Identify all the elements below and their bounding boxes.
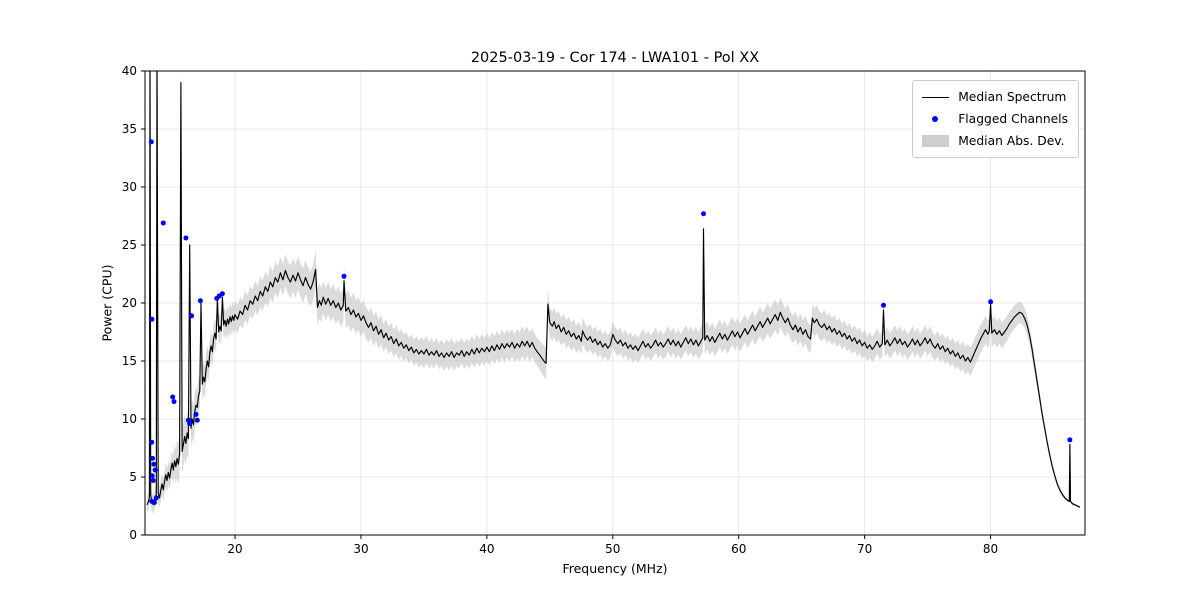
legend: Median Spectrum Flagged Channels Median … <box>912 80 1079 158</box>
flagged-channel-point <box>151 461 157 467</box>
y-tick-label: 10 <box>122 412 137 426</box>
legend-label: Flagged Channels <box>958 112 1068 126</box>
y-tick-label: 30 <box>122 180 137 194</box>
legend-entry-median-spectrum: Median Spectrum <box>921 86 1068 108</box>
flagged-channel-point <box>148 139 154 145</box>
flagged-channel-point <box>160 220 166 226</box>
x-tick-label: 70 <box>857 542 872 556</box>
legend-label: Median Abs. Dev. <box>958 134 1065 148</box>
y-tick-label: 20 <box>122 296 137 310</box>
flagged-channel-point <box>153 495 159 501</box>
flagged-channel-point <box>152 467 158 473</box>
flagged-channel-point <box>341 273 347 279</box>
flagged-dot-swatch-icon <box>921 116 949 122</box>
x-tick-label: 80 <box>983 542 998 556</box>
flagged-channel-point <box>150 455 156 461</box>
flagged-channel-point <box>149 316 155 322</box>
mad-band-swatch-icon <box>921 135 949 147</box>
flagged-channel-point <box>149 439 155 445</box>
legend-label: Median Spectrum <box>958 90 1067 104</box>
median-spectrum-line <box>146 71 1081 508</box>
x-tick-label: 40 <box>479 542 494 556</box>
x-axis-label: Frequency (MHz) <box>562 561 668 576</box>
y-tick-label: 35 <box>122 122 137 136</box>
flagged-channel-point <box>150 478 156 483</box>
flagged-channel-point <box>149 473 155 479</box>
flagged-channel-point <box>170 394 176 400</box>
x-tick-label: 30 <box>353 542 368 556</box>
flagged-channel-point <box>701 211 706 217</box>
y-tick-label: 5 <box>129 470 137 484</box>
flagged-channel-point <box>194 417 200 423</box>
legend-entry-median-abs-dev: Median Abs. Dev. <box>921 130 1068 152</box>
x-tick-label: 20 <box>227 542 242 556</box>
flagged-channel-point <box>193 411 199 417</box>
y-tick-label: 0 <box>129 528 137 542</box>
legend-entry-flagged-channels: Flagged Channels <box>921 108 1068 130</box>
y-axis-label: Power (CPU) <box>99 264 115 342</box>
flagged-channel-point <box>1067 437 1073 443</box>
y-tick-label: 40 <box>122 64 137 78</box>
flagged-channel-point <box>881 302 886 308</box>
flagged-channel-point <box>183 235 189 241</box>
flagged-channel-point <box>187 421 193 427</box>
y-tick-label: 25 <box>122 238 137 252</box>
flagged-channel-point <box>151 500 157 505</box>
flagged-channel-point <box>171 399 177 405</box>
flagged-channel-point <box>197 298 203 304</box>
median-line-swatch-icon <box>921 96 949 98</box>
flagged-channel-point <box>988 299 994 305</box>
mad-band <box>146 71 1080 515</box>
flagged-channel-point <box>189 313 195 319</box>
x-tick-label: 50 <box>605 542 620 556</box>
y-tick-label: 15 <box>122 354 137 368</box>
chart-title: 2025-03-19 - Cor 174 - LWA101 - Pol XX <box>470 50 760 66</box>
x-tick-label: 60 <box>731 542 746 556</box>
flagged-channel-point <box>219 291 225 297</box>
